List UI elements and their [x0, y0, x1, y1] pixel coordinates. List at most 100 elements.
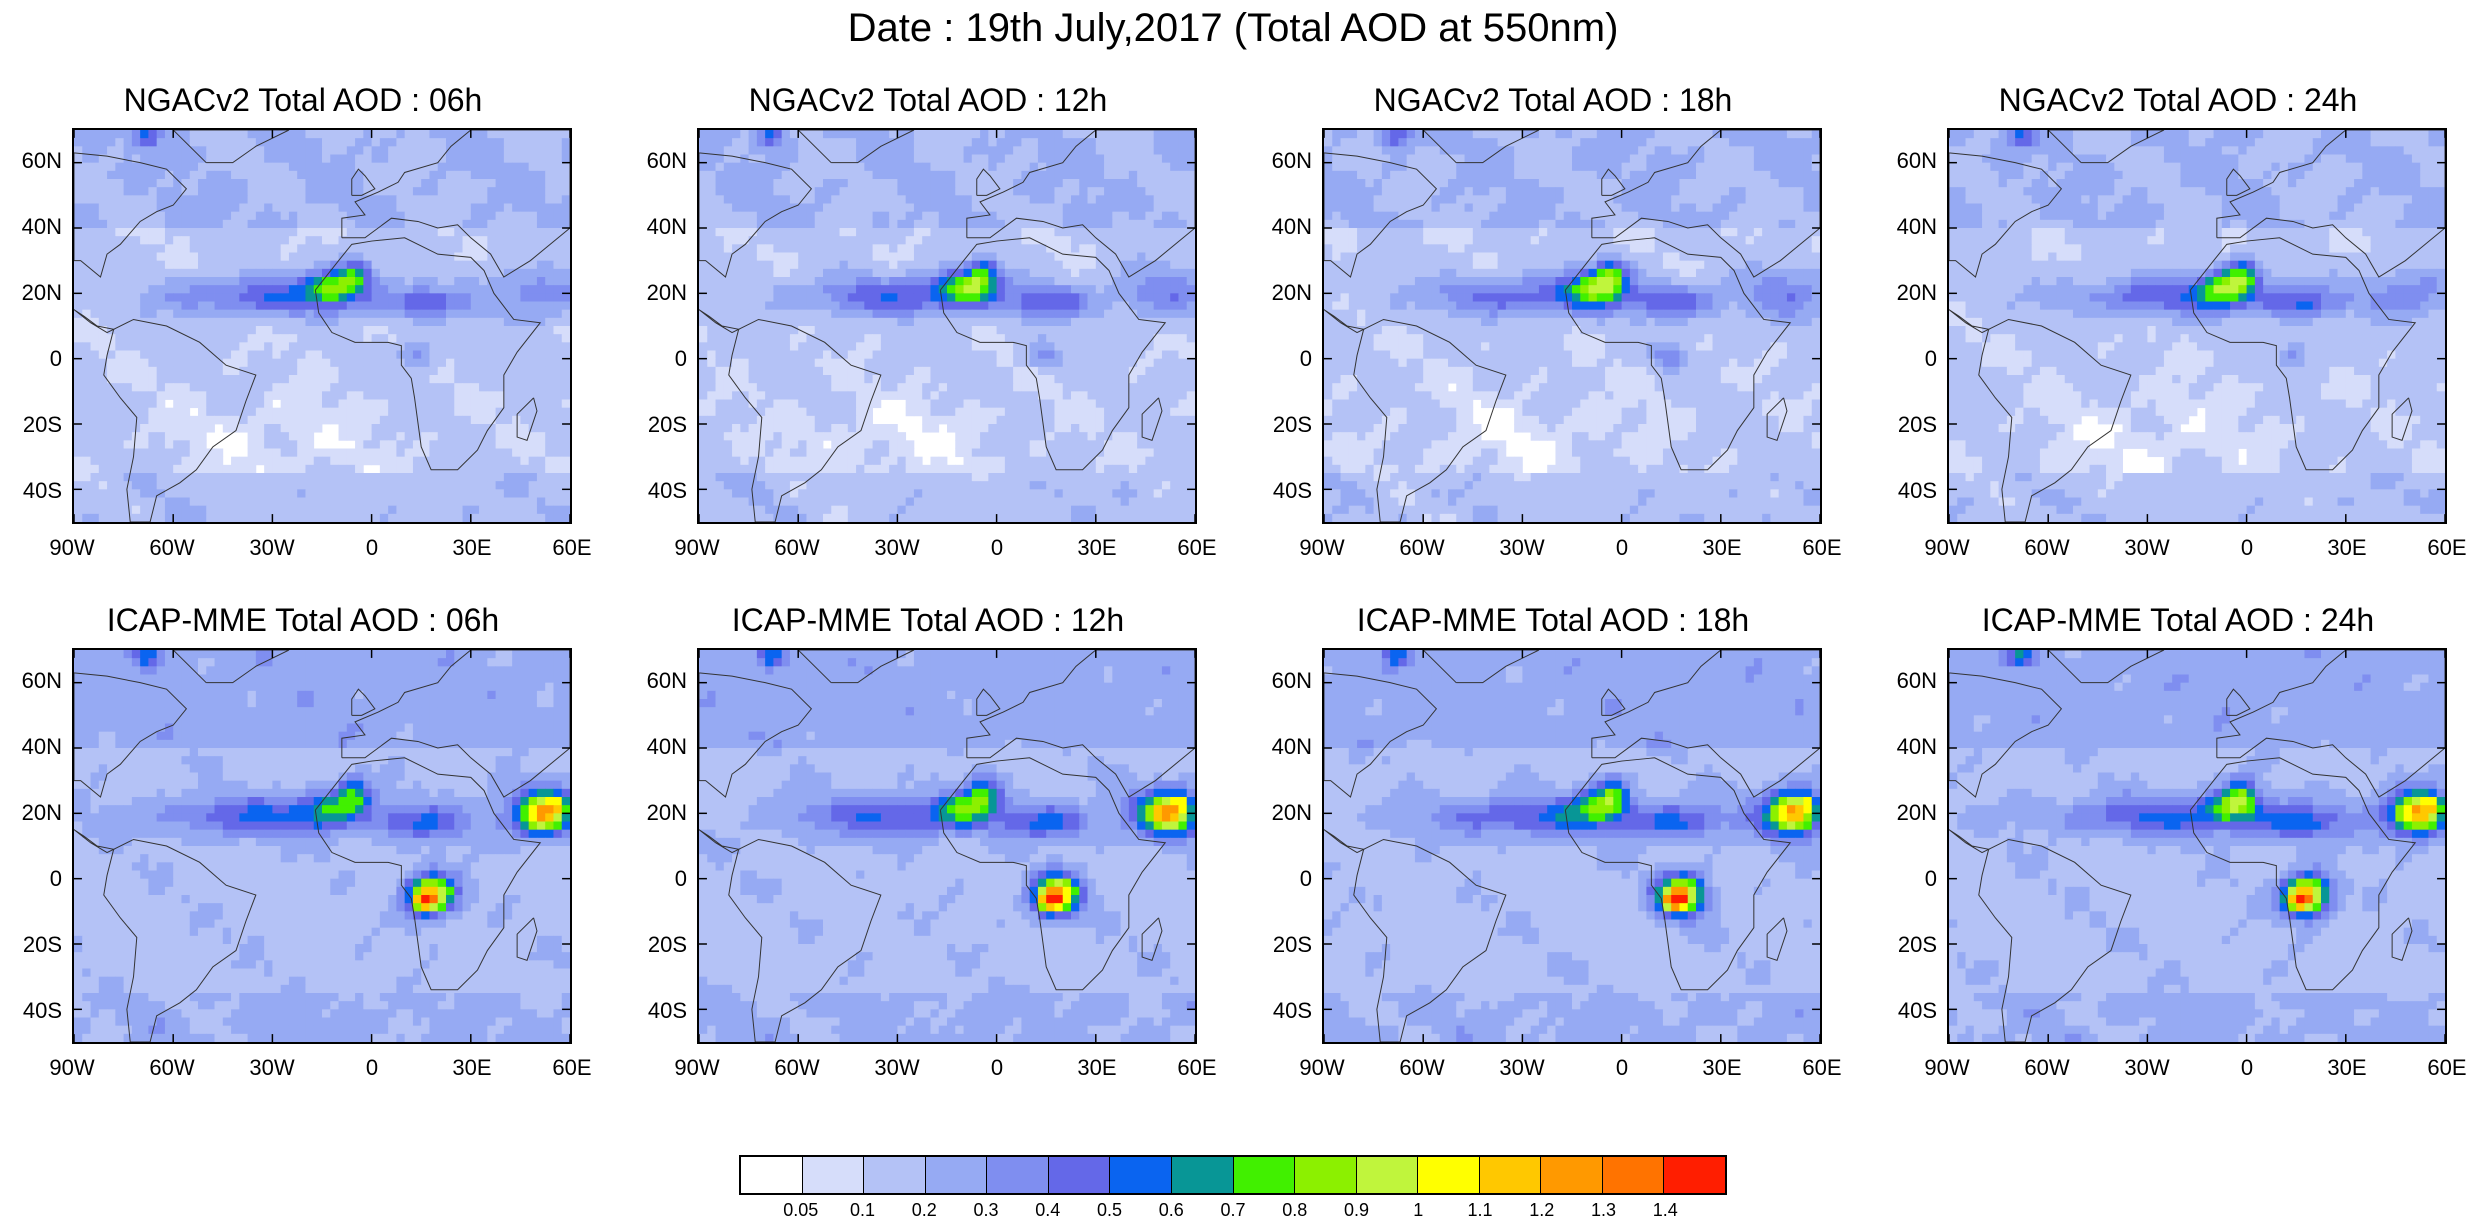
aod-cell [980, 269, 989, 278]
aod-cell [757, 253, 766, 262]
aod-cell [107, 163, 116, 172]
aod-cell [454, 179, 463, 188]
aod-cell [716, 171, 725, 180]
aod-cell [330, 400, 339, 409]
aod-cell [947, 293, 956, 302]
aod-cell [1170, 367, 1179, 376]
aod-cell [132, 481, 141, 490]
aod-cell [1112, 383, 1121, 392]
aod-cell [256, 269, 265, 278]
aod-cell [413, 130, 422, 139]
aod-cell [272, 146, 281, 155]
aod-cell [1030, 269, 1039, 278]
aod-cell [1154, 204, 1163, 213]
aod-cell [1170, 302, 1179, 311]
aod-cell [757, 171, 766, 180]
aod-cell [955, 179, 964, 188]
aod-cell [740, 351, 749, 360]
aod-cell [272, 138, 281, 147]
aod-cell [922, 400, 931, 409]
aod-cell [363, 155, 372, 164]
aod-cell [732, 236, 741, 245]
aod-cell [972, 212, 981, 221]
aod-cell [1054, 367, 1063, 376]
aod-cell [740, 244, 749, 253]
aod-cell [305, 457, 314, 466]
aod-cell [421, 334, 430, 343]
aod-cell [471, 416, 480, 425]
aod-cell [190, 244, 199, 253]
aod-cell [264, 408, 273, 417]
aod-cell [198, 449, 207, 458]
aod-cell [165, 408, 174, 417]
aod-cell [289, 171, 298, 180]
aod-cell [264, 163, 273, 172]
aod-cell [1005, 285, 1014, 294]
aod-cell [297, 285, 306, 294]
aod-cell [429, 351, 438, 360]
aod-cell [82, 440, 91, 449]
aod-cell [496, 481, 505, 490]
aod-cell [529, 285, 538, 294]
aod-cell [479, 195, 488, 204]
aod-cell [512, 138, 521, 147]
aod-cell [165, 318, 174, 327]
aod-cell [413, 489, 422, 498]
aod-cell [840, 195, 849, 204]
aod-cell [190, 424, 199, 433]
aod-cell [553, 359, 562, 368]
aod-cell [91, 163, 100, 172]
aod-cell [740, 302, 749, 311]
aod-cell [972, 130, 981, 139]
aod-cell [107, 285, 116, 294]
aod-cell [806, 408, 815, 417]
aod-cell [454, 473, 463, 482]
aod-cell [347, 506, 356, 515]
aod-cell [545, 293, 554, 302]
aod-cell [815, 244, 824, 253]
aod-cell [438, 285, 447, 294]
aod-cell [471, 498, 480, 507]
aod-cell [765, 408, 774, 417]
aod-cell [413, 171, 422, 180]
aod-cell [1079, 408, 1088, 417]
aod-cell [798, 253, 807, 262]
aod-cell [757, 179, 766, 188]
aod-cell [380, 228, 389, 237]
aod-cell [740, 146, 749, 155]
aod-cell [339, 146, 348, 155]
aod-cell [264, 489, 273, 498]
aod-cell [1013, 367, 1022, 376]
aod-cell [471, 359, 480, 368]
aod-cell [922, 236, 931, 245]
aod-cell [190, 498, 199, 507]
aod-cell [1121, 367, 1130, 376]
aod-cell [1005, 408, 1014, 417]
aod-cell [297, 326, 306, 335]
aod-cell [553, 138, 562, 147]
aod-cell [289, 326, 298, 335]
aod-cell [922, 375, 931, 384]
aod-cell [914, 220, 923, 229]
aod-cell [782, 244, 791, 253]
aod-cell [1145, 146, 1154, 155]
aod-cell [1178, 408, 1187, 417]
aod-cell [864, 302, 873, 311]
aod-cell [1096, 220, 1105, 229]
aod-cell [757, 408, 766, 417]
aod-cell [1162, 400, 1171, 409]
aod-cell [906, 204, 915, 213]
aod-cell [1154, 359, 1163, 368]
aod-cell [939, 375, 948, 384]
aod-cell [1088, 187, 1097, 196]
aod-cell [206, 130, 215, 139]
aod-cell [471, 489, 480, 498]
aod-cell [881, 383, 890, 392]
aod-cell [479, 310, 488, 319]
aod-cell [173, 391, 182, 400]
aod-cell [173, 457, 182, 466]
aod-cell [520, 359, 529, 368]
aod-cell [1079, 285, 1088, 294]
aod-cell [512, 285, 521, 294]
aod-cell [215, 228, 224, 237]
